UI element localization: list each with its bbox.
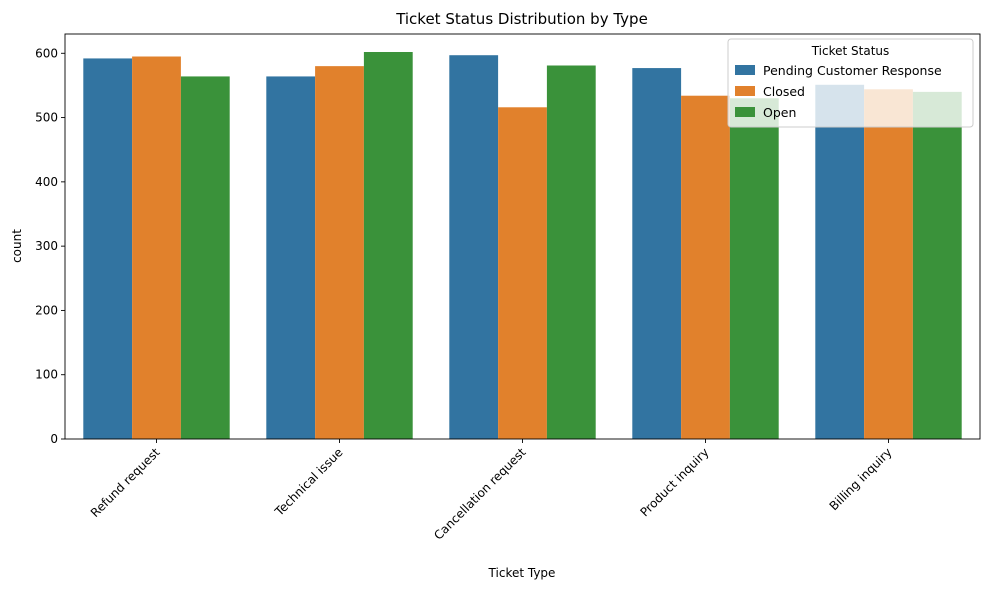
bar-refund-request-pending-customer-response xyxy=(83,58,133,440)
bar-billing-inquiry-pending-customer-response xyxy=(815,84,865,439)
x-axis-label: Ticket Type xyxy=(488,566,556,580)
y-axis-label: count xyxy=(10,229,24,263)
bar-product-inquiry-closed xyxy=(681,95,730,440)
legend-label: Closed xyxy=(763,84,805,99)
legend-box xyxy=(727,38,974,128)
bar-cancellation-request-open xyxy=(546,65,596,439)
axes-frame xyxy=(64,33,981,440)
legend-label: Open xyxy=(763,105,796,120)
y-tick-label: 300 xyxy=(35,239,58,253)
legend-swatch xyxy=(735,107,755,117)
bar-technical-issue-pending-customer-response xyxy=(266,76,316,440)
legend-title: Ticket Status xyxy=(811,44,890,58)
bar-technical-issue-closed xyxy=(315,66,364,439)
bar-cancellation-request-closed xyxy=(498,107,547,439)
legend-label: Pending Customer Response xyxy=(763,63,942,78)
legend-swatch xyxy=(735,86,755,96)
bar-technical-issue-open xyxy=(363,52,413,439)
bar-product-inquiry-open xyxy=(729,98,779,439)
bars xyxy=(83,52,962,440)
y-tick-label: 500 xyxy=(35,111,58,125)
y-tick-label: 0 xyxy=(50,432,58,446)
bar-refund-request-closed xyxy=(132,56,181,439)
y-tick-label: 200 xyxy=(35,303,58,317)
bar-billing-inquiry-open xyxy=(912,91,962,440)
bar-product-inquiry-pending-customer-response xyxy=(632,68,682,439)
bar-billing-inquiry-closed xyxy=(864,89,913,439)
y-tick-label: 600 xyxy=(35,46,58,60)
legend-swatch xyxy=(735,65,755,75)
y-axis: 0 100 200 300 400 500 600 xyxy=(35,46,65,446)
chart-title: Ticket Status Distribution by Type xyxy=(395,10,648,28)
y-tick-label: 100 xyxy=(35,368,58,382)
legend: Ticket Status Pending Customer Response Cl… xyxy=(727,38,974,128)
bar-refund-request-open xyxy=(180,76,230,440)
bar-cancellation-request-pending-customer-response xyxy=(449,55,499,440)
y-tick-label: 400 xyxy=(35,175,58,189)
